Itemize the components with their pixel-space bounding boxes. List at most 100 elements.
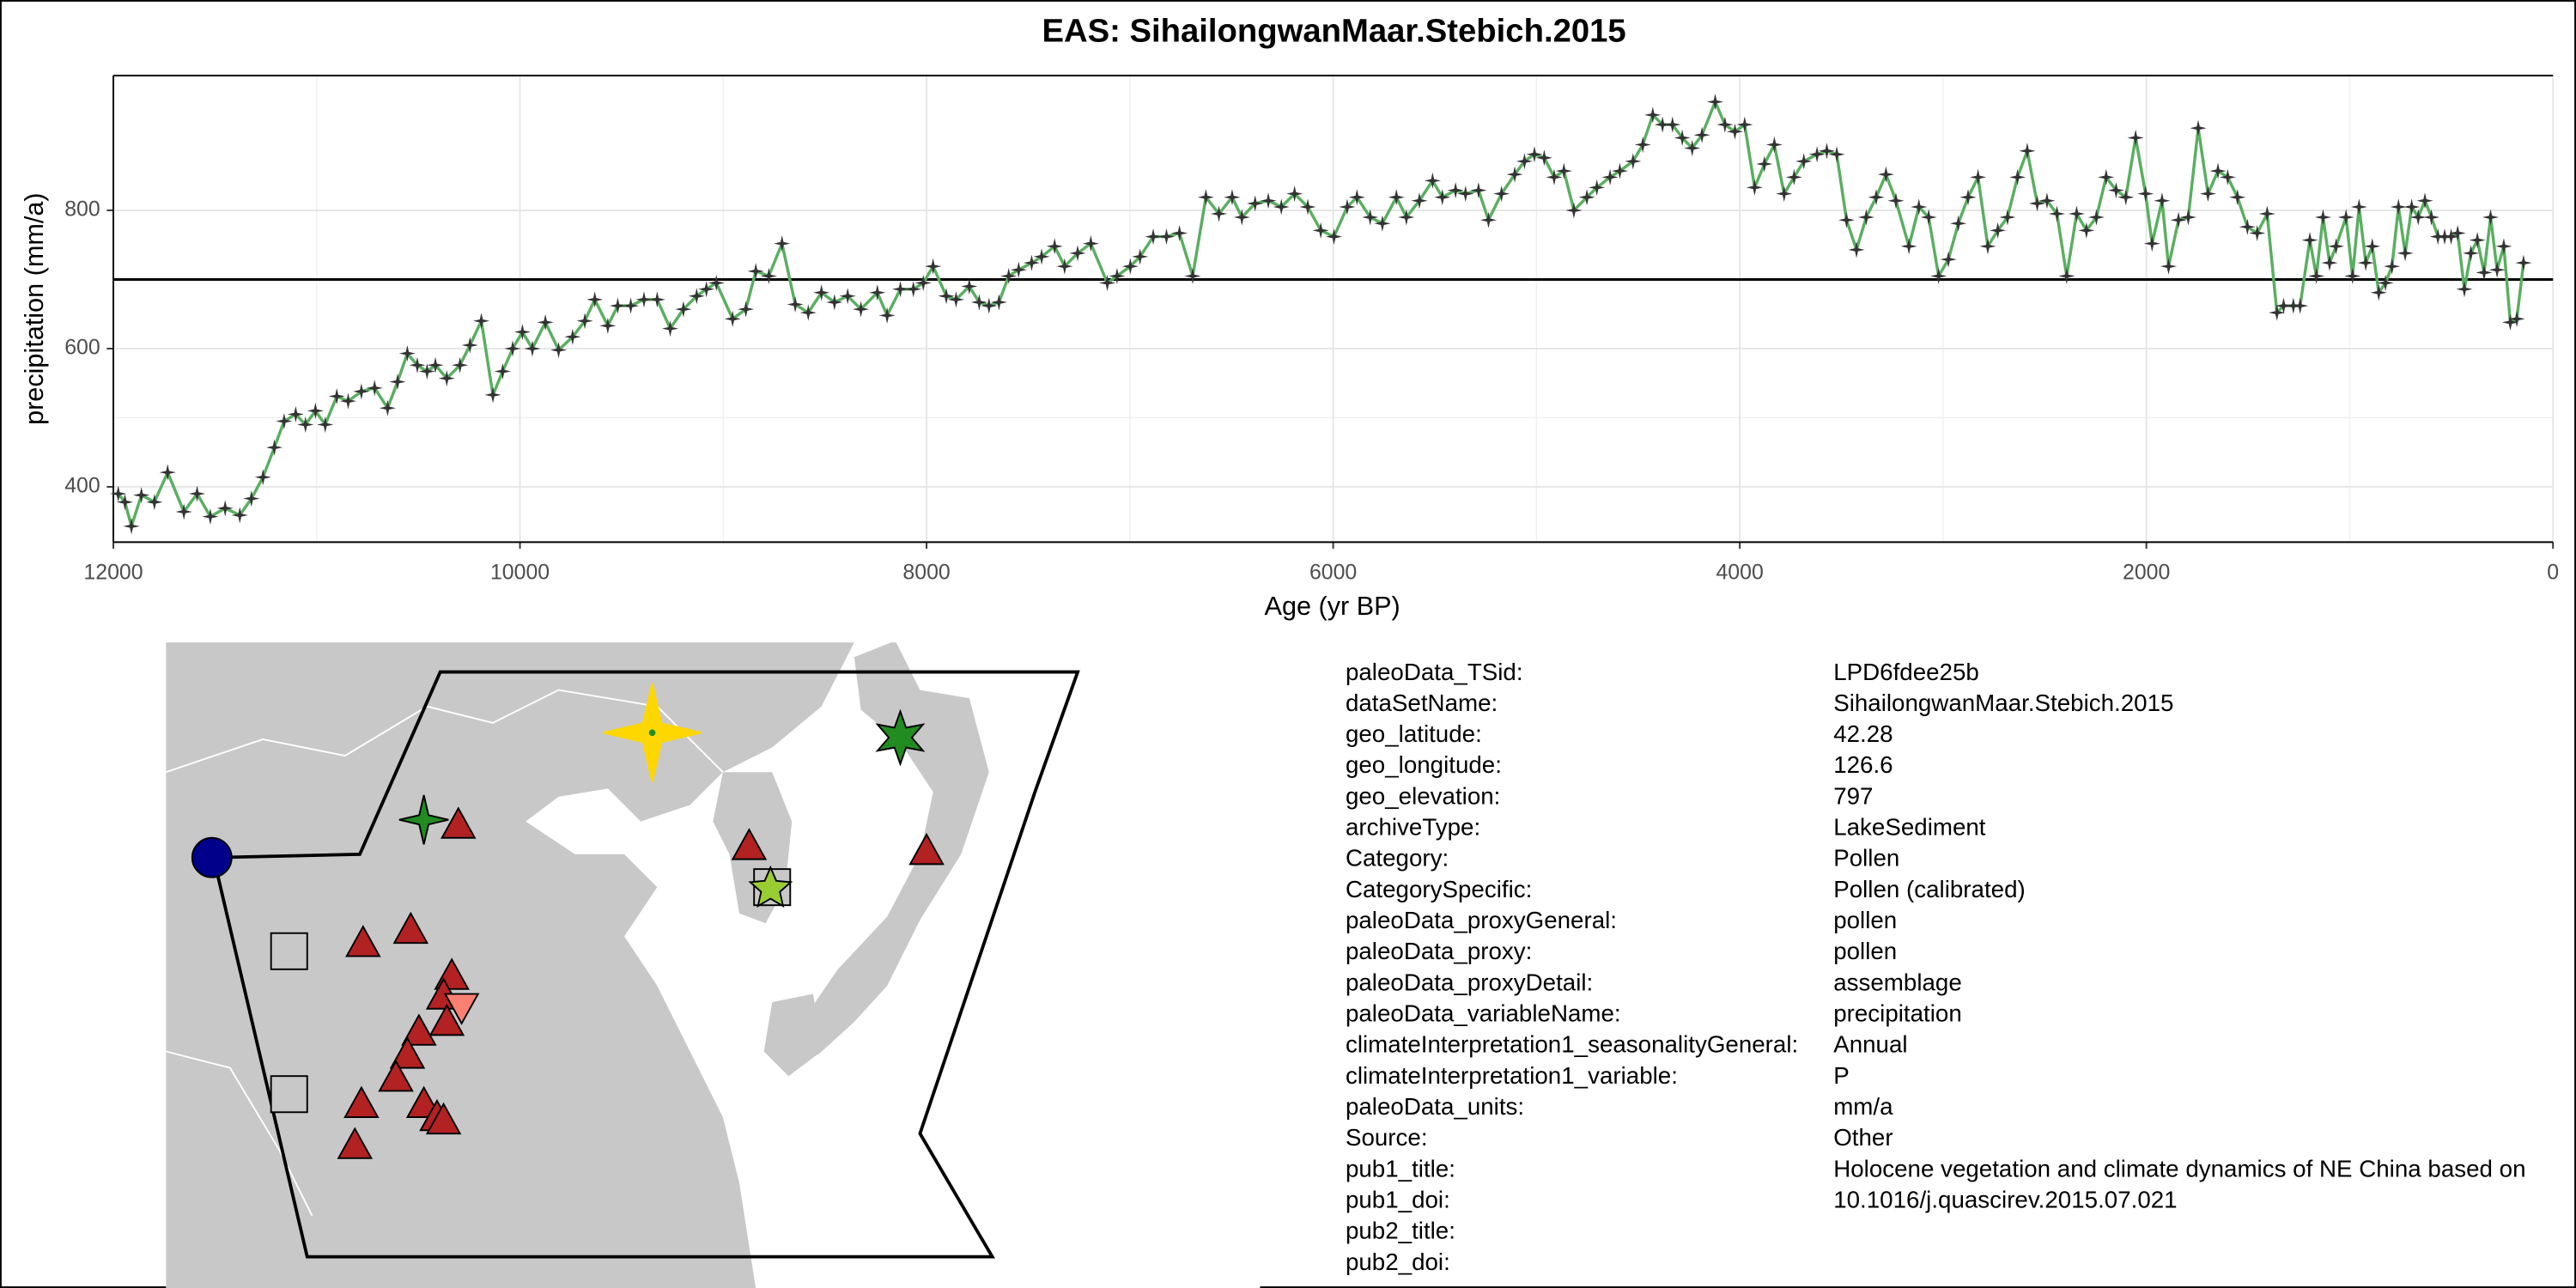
data-point — [1286, 185, 1303, 203]
data-point — [947, 291, 964, 308]
data-point — [1546, 168, 1563, 185]
data-point — [2068, 205, 2086, 222]
data-point — [2403, 198, 2421, 216]
data-point — [1145, 228, 1162, 246]
meta-key: climateInterpretation1_variable: — [1346, 1062, 1678, 1089]
data-point — [914, 274, 932, 292]
data-point — [1000, 267, 1018, 285]
data-point — [774, 235, 791, 252]
data-point — [1398, 209, 1415, 226]
data-point — [254, 469, 271, 486]
land — [801, 642, 989, 1055]
data-point — [2377, 274, 2394, 292]
data-point — [2127, 129, 2144, 147]
meta-key: CategorySpecific: — [1346, 876, 1532, 902]
data-point — [1920, 209, 1937, 226]
data-point — [1082, 235, 1099, 252]
data-point — [504, 340, 521, 357]
data-point — [1795, 153, 1813, 170]
data-point — [2199, 185, 2216, 203]
meta-value: Holocene vegetation and climate dynamics… — [1833, 1155, 2525, 1182]
meta-key: paleoData_variableName: — [1346, 1000, 1621, 1027]
site-marker — [389, 1036, 426, 1069]
data-point — [1312, 222, 1329, 239]
data-point — [2078, 222, 2095, 239]
data-point — [1693, 126, 1710, 143]
data-point — [2087, 209, 2105, 226]
data-point — [724, 310, 741, 327]
data-point — [2269, 304, 2286, 321]
data-point — [2416, 192, 2433, 210]
data-point — [1121, 258, 1139, 275]
data-point — [1746, 179, 1763, 196]
data-point — [1848, 241, 1865, 258]
data-point — [738, 301, 755, 318]
meta-key: Source: — [1346, 1124, 1428, 1151]
data-point — [1493, 185, 1510, 203]
meta-value: LakeSediment — [1833, 814, 1986, 841]
data-point — [2501, 313, 2519, 331]
data-point — [2038, 192, 2056, 210]
data-point — [2469, 232, 2486, 249]
data-point — [981, 297, 998, 314]
data-point — [1838, 211, 1856, 228]
data-point — [1716, 116, 1734, 133]
x-tick-label: 8000 — [902, 560, 950, 584]
x-tick-label: 6000 — [1309, 560, 1357, 584]
data-point — [133, 487, 150, 504]
data-point — [576, 313, 593, 330]
meta-value: SihailongwanMaar.Stebich.2015 — [1833, 690, 2173, 716]
data-point — [2495, 238, 2512, 255]
data-point — [747, 263, 764, 280]
data-point — [123, 518, 140, 535]
data-point — [1785, 168, 1802, 185]
data-point — [2443, 228, 2460, 246]
data-point — [1457, 185, 1474, 203]
data-point — [1109, 267, 1126, 285]
meta-value: precipitation — [1833, 1000, 1962, 1027]
data-point — [379, 399, 396, 416]
data-point — [1565, 202, 1583, 219]
data-point — [2190, 119, 2207, 137]
site-marker — [191, 836, 233, 878]
data-point — [813, 284, 830, 301]
data-point — [905, 281, 922, 298]
data-point — [1990, 222, 2007, 239]
data-point — [2229, 189, 2246, 206]
meta-key: Category: — [1346, 845, 1449, 872]
data-point — [2321, 254, 2338, 271]
data-point — [1056, 258, 1073, 275]
data-point — [1069, 245, 1086, 262]
meta-key: paleoData_proxyDetail: — [1346, 969, 1593, 995]
site-marker — [440, 806, 477, 839]
data-point — [175, 503, 192, 520]
data-point — [2488, 261, 2506, 278]
data-point — [2476, 264, 2493, 281]
data-point — [1247, 195, 1264, 212]
data-point — [461, 337, 478, 354]
data-point — [1516, 153, 1533, 170]
site-marker — [401, 1013, 437, 1046]
data-point — [353, 383, 370, 400]
region-outline — [211, 670, 1080, 1259]
data-point — [2028, 195, 2046, 212]
data-point — [1959, 189, 1977, 206]
site-marker — [908, 832, 945, 866]
data-point — [2258, 205, 2275, 222]
data-point — [1506, 166, 1523, 183]
meta-value: Other — [1833, 1124, 1893, 1151]
site-marker — [345, 925, 381, 957]
data-point — [1900, 238, 1917, 255]
data-point — [1736, 116, 1753, 133]
data-point — [550, 342, 568, 359]
data-point — [799, 304, 817, 321]
data-point — [2154, 192, 2171, 210]
data-point — [891, 281, 909, 298]
meta-key: paleoData_TSid: — [1346, 659, 1523, 685]
data-point — [231, 507, 248, 524]
x-tick-label: 0 — [2547, 560, 2559, 584]
meta-key: geo_longitude: — [1346, 751, 1502, 778]
meta-value: mm/a — [1833, 1093, 1893, 1120]
site-marker — [343, 1085, 380, 1118]
data-point — [243, 490, 260, 507]
